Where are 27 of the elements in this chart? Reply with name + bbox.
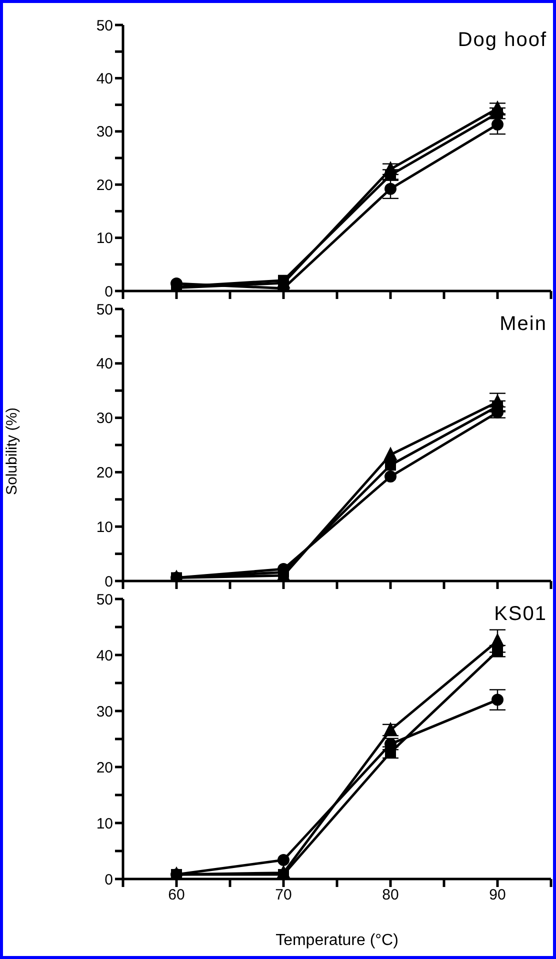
y-axis-title: Solubility (%) [3,407,20,495]
y-tick-label: 0 [104,573,113,590]
x-axis-title: Temperature (°C) [276,932,398,949]
y-tick-label: 40 [96,70,113,88]
y-tick-label: 0 [104,871,113,888]
chart-title: Dog hoof [458,29,547,52]
x-tick-label: 80 [382,886,399,904]
y-tick-label: 40 [96,647,113,664]
y-tick-label: 10 [96,815,113,832]
y-tick-label: 50 [96,301,113,318]
y-tick-label: 20 [96,176,113,194]
y-tick-label: 20 [96,464,113,482]
chart-title: KS01 [494,603,547,626]
y-tick-label: 30 [96,410,113,428]
y-tick-label: 50 [96,591,113,608]
x-tick-label: 90 [489,886,506,904]
y-tick-label: 10 [96,518,113,536]
y-tick-label: 40 [96,356,113,373]
x-tick-label: 60 [168,886,185,904]
chart-title: Mein [500,313,547,336]
y-tick-label: 50 [96,17,113,34]
x-tick-label: 70 [275,886,292,904]
y-tick-label: 30 [96,703,113,720]
y-tick-label: 0 [104,283,113,300]
y-tick-label: 30 [96,124,113,141]
y-tick-label: 10 [96,230,113,248]
y-tick-label: 20 [96,759,113,776]
